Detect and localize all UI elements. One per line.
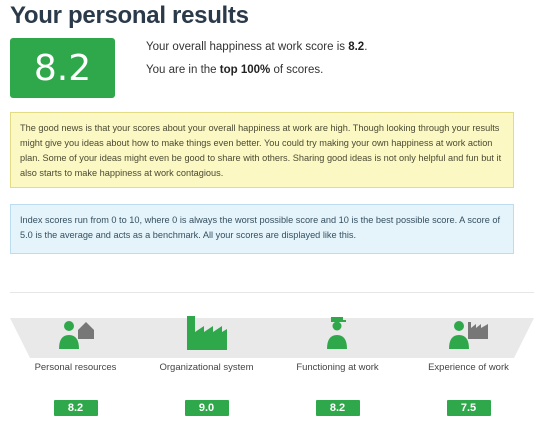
person-cap-icon [323, 314, 353, 352]
score-summary: Your overall happiness at work score is … [146, 41, 367, 87]
good-news-note: The good news is that your scores about … [10, 112, 514, 188]
overall-score-value: 8.2 [33, 47, 92, 89]
category-score-badge: 8.2 [53, 400, 98, 416]
summary-line-score: Your overall happiness at work score is … [146, 41, 368, 53]
category-personal-resources: Personal resources 8.2 [10, 314, 141, 424]
page-title: Your personal results [10, 2, 249, 29]
category-score-badge: 8.2 [315, 400, 360, 416]
summary-line-rank: You are in the top 100% of scores. [146, 64, 324, 76]
category-label: Organizational system [159, 362, 254, 373]
category-band [10, 318, 534, 358]
category-organizational-system: Organizational system 9.0 [141, 314, 272, 424]
category-label: Personal resources [34, 362, 117, 373]
category-label: Experience of work [428, 362, 509, 373]
overall-score-box: 8.2 [10, 38, 115, 98]
factory-icon [185, 314, 229, 352]
category-experience-of-work: Experience of work 7.5 [403, 314, 534, 424]
category-score-badge: 9.0 [184, 400, 229, 416]
person-factory-icon [448, 314, 490, 352]
category-label: Functioning at work [296, 362, 379, 373]
index-info-note: Index scores run from 0 to 10, where 0 i… [10, 204, 514, 254]
category-scores: Personal resources 8.2 Organizational sy… [10, 314, 534, 424]
category-functioning-at-work: Functioning at work 8.2 [272, 314, 403, 424]
category-score-badge: 7.5 [446, 400, 491, 416]
divider [10, 292, 534, 293]
person-house-icon [56, 314, 96, 352]
